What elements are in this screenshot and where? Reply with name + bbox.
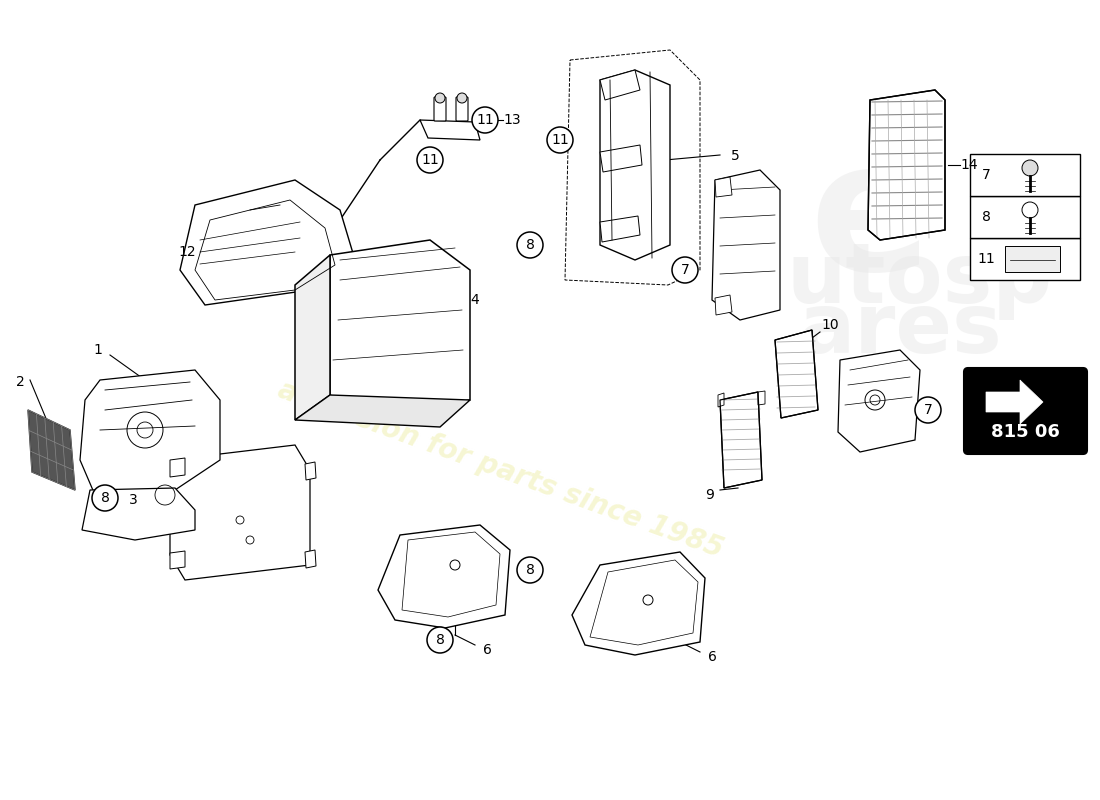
Polygon shape <box>600 145 642 172</box>
Text: 14: 14 <box>960 158 978 172</box>
Polygon shape <box>600 70 670 260</box>
Text: 11: 11 <box>421 153 439 167</box>
Polygon shape <box>378 525 510 628</box>
Text: 9: 9 <box>705 488 714 502</box>
Text: 1: 1 <box>94 343 102 357</box>
Text: 815 06: 815 06 <box>991 423 1059 441</box>
Bar <box>1005 246 1060 272</box>
Polygon shape <box>82 488 195 540</box>
Circle shape <box>434 93 446 103</box>
Text: 10: 10 <box>822 318 839 332</box>
Polygon shape <box>720 392 762 488</box>
Text: 5: 5 <box>730 149 739 163</box>
Circle shape <box>517 232 543 258</box>
Polygon shape <box>572 552 705 655</box>
Polygon shape <box>868 90 945 240</box>
Circle shape <box>472 107 498 133</box>
Circle shape <box>517 557 543 583</box>
FancyBboxPatch shape <box>964 368 1087 454</box>
Polygon shape <box>295 395 470 427</box>
Polygon shape <box>170 445 310 580</box>
Polygon shape <box>715 177 732 197</box>
Circle shape <box>1022 202 1038 218</box>
Text: utosp: utosp <box>786 239 1053 321</box>
Polygon shape <box>80 370 220 495</box>
Polygon shape <box>305 462 316 480</box>
FancyBboxPatch shape <box>434 97 446 121</box>
Polygon shape <box>295 255 330 420</box>
Polygon shape <box>170 458 185 477</box>
Circle shape <box>915 397 940 423</box>
Circle shape <box>547 127 573 153</box>
Text: 8: 8 <box>436 633 444 647</box>
Polygon shape <box>180 180 355 305</box>
Circle shape <box>417 147 443 173</box>
Polygon shape <box>330 240 470 415</box>
Text: 7: 7 <box>681 263 690 277</box>
Text: a passion for parts since 1985: a passion for parts since 1985 <box>274 376 726 564</box>
Bar <box>970 238 1080 280</box>
Circle shape <box>427 627 453 653</box>
Circle shape <box>1022 160 1038 176</box>
Polygon shape <box>28 410 75 490</box>
Polygon shape <box>986 380 1043 424</box>
Text: 3: 3 <box>129 493 138 507</box>
Text: 11: 11 <box>551 133 569 147</box>
Polygon shape <box>715 295 732 315</box>
Polygon shape <box>420 120 480 140</box>
Bar <box>970 196 1080 238</box>
Text: 11: 11 <box>476 113 494 127</box>
Polygon shape <box>600 70 640 100</box>
Circle shape <box>92 485 118 511</box>
Text: 7: 7 <box>924 403 933 417</box>
Text: ares: ares <box>799 290 1002 370</box>
Polygon shape <box>758 391 764 405</box>
Polygon shape <box>600 216 640 242</box>
Text: 8: 8 <box>100 491 109 505</box>
Text: 12: 12 <box>178 245 196 259</box>
Polygon shape <box>776 330 818 418</box>
Text: 8: 8 <box>981 210 990 224</box>
Polygon shape <box>712 170 780 320</box>
Polygon shape <box>838 350 920 452</box>
Circle shape <box>672 257 698 283</box>
Polygon shape <box>170 551 185 569</box>
Text: 8: 8 <box>526 563 535 577</box>
Polygon shape <box>305 550 316 568</box>
Text: 2: 2 <box>15 375 24 389</box>
Text: 11: 11 <box>977 252 994 266</box>
Text: 13: 13 <box>503 113 520 127</box>
Text: 6: 6 <box>707 650 716 664</box>
Circle shape <box>456 93 468 103</box>
FancyBboxPatch shape <box>456 97 468 121</box>
Text: e: e <box>808 132 932 308</box>
Text: 4: 4 <box>471 293 480 307</box>
Text: 8: 8 <box>526 238 535 252</box>
Text: 7: 7 <box>981 168 990 182</box>
Polygon shape <box>718 393 724 407</box>
Text: 6: 6 <box>483 643 492 657</box>
Bar <box>970 154 1080 196</box>
